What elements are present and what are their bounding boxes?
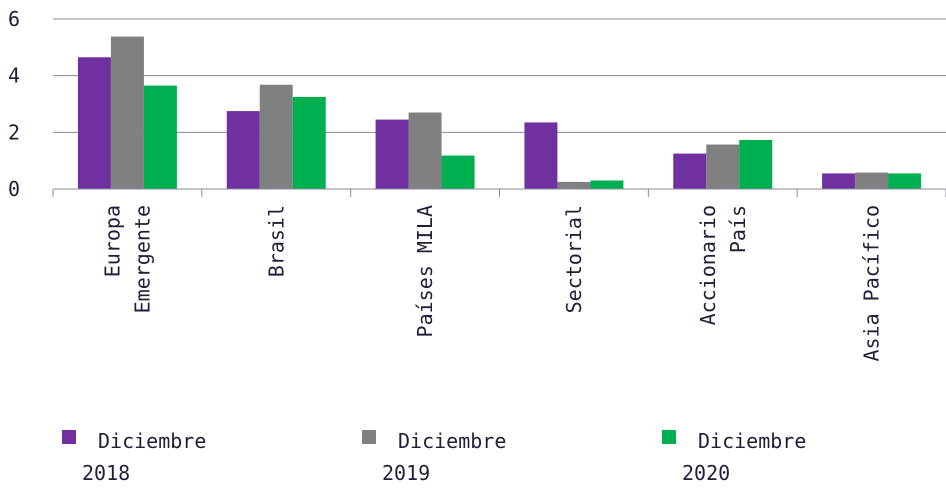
bar bbox=[110, 36, 144, 189]
x-tick-label: Brasil bbox=[264, 205, 288, 277]
legend-swatch bbox=[62, 430, 76, 444]
x-tick-label-group: Accionario País bbox=[696, 205, 750, 325]
bar bbox=[77, 57, 111, 189]
x-tick-label-group: Europa Emergente bbox=[100, 205, 154, 313]
x-tick-label: Países MILA bbox=[413, 205, 437, 337]
x-tick-label: Accionario País bbox=[696, 205, 750, 325]
bar bbox=[822, 173, 856, 189]
x-tick-label-group: Asia Pacífico bbox=[860, 205, 884, 362]
legend-label: Diciembre 2019 bbox=[382, 429, 506, 485]
x-tick-label: Sectorial bbox=[562, 205, 586, 313]
y-tick-label: 2 bbox=[8, 120, 20, 144]
x-tick-label: Europa Emergente bbox=[100, 205, 154, 313]
x-tick-label-group: Sectorial bbox=[562, 205, 586, 313]
legend-label: Diciembre 2020 bbox=[682, 429, 806, 485]
bar bbox=[673, 153, 707, 189]
bar bbox=[888, 173, 922, 189]
x-tick-label-group: Brasil bbox=[264, 205, 288, 277]
x-tick-label-group: Países MILA bbox=[413, 205, 437, 337]
y-tick-label: 6 bbox=[8, 7, 20, 31]
bar bbox=[706, 144, 740, 189]
x-tick-label: Asia Pacífico bbox=[860, 205, 884, 362]
bar bbox=[408, 112, 442, 189]
bar bbox=[441, 155, 475, 189]
bar bbox=[739, 139, 773, 189]
legend-swatch bbox=[362, 430, 376, 444]
bar bbox=[292, 96, 326, 189]
bar bbox=[524, 122, 558, 189]
bar bbox=[375, 119, 409, 189]
y-tick-label: 0 bbox=[8, 177, 20, 201]
bar bbox=[226, 111, 260, 189]
legend-swatch bbox=[662, 430, 676, 444]
bar bbox=[143, 85, 177, 189]
bar bbox=[557, 181, 591, 189]
bar bbox=[590, 180, 624, 189]
y-tick-label: 4 bbox=[8, 64, 20, 88]
legend-label: Diciembre 2018 bbox=[82, 429, 206, 485]
bar bbox=[855, 172, 889, 189]
bar bbox=[259, 84, 293, 189]
